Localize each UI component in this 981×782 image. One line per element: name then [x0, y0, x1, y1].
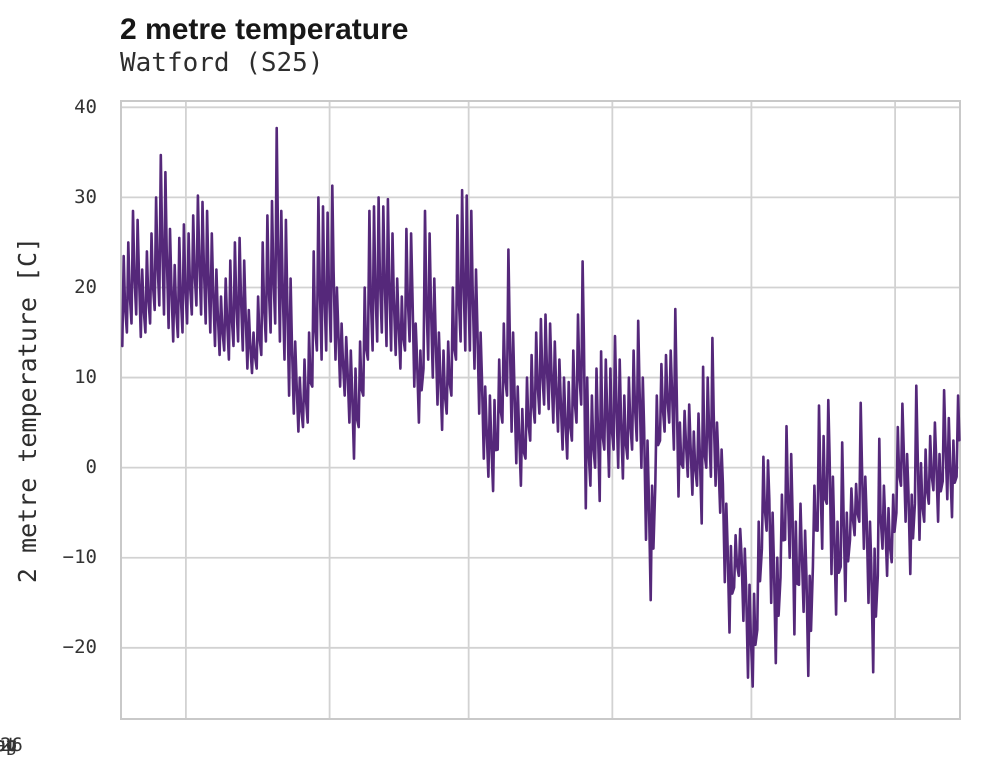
y-tick-label-40: 40	[74, 96, 97, 118]
y-tick-label-neg20: −20	[62, 636, 97, 658]
x-tick-label-2026: 2026	[0, 734, 23, 756]
temperature-line	[121, 126, 961, 688]
y-tick-label-neg10: −10	[62, 546, 97, 568]
plot-frame	[120, 100, 961, 720]
x-tick-label-aug: Aug	[0, 734, 18, 756]
x-tick-label-oct: Oct	[0, 734, 18, 756]
x-tick-label-nov: Nov	[0, 734, 18, 756]
y-tick-label-20: 20	[74, 276, 97, 298]
x-tick-label-dec: Dec	[0, 734, 18, 756]
x-tick-label-sep: Sep	[0, 734, 18, 756]
chart-subtitle: Watford (S25)	[120, 48, 324, 78]
y-tick-label-0: 0	[85, 456, 97, 478]
y-tick-label-10: 10	[74, 366, 97, 388]
y-tick-label-30: 30	[74, 186, 97, 208]
chart-title: 2 metre temperature	[120, 13, 409, 46]
